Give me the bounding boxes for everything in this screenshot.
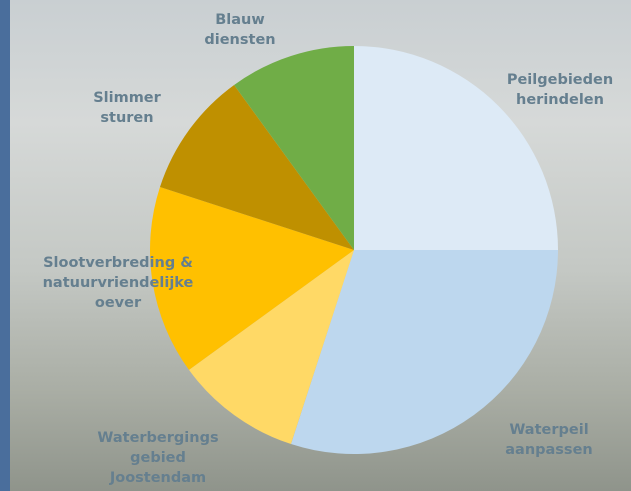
slice-label: Slootverbreding & natuurvriendelijke oev… [18, 253, 218, 313]
slice-label: Slimmer sturen [72, 88, 182, 128]
slice-label: Waterbergings gebied Joostendam [88, 428, 228, 488]
slice-label: Peilgebieden herindelen [495, 70, 625, 110]
slice-label: Blauw diensten [185, 10, 295, 50]
chart: Peilgebieden herindelen Waterpeil aanpass… [0, 0, 631, 491]
slice-label: Waterpeil aanpassen [484, 420, 614, 460]
